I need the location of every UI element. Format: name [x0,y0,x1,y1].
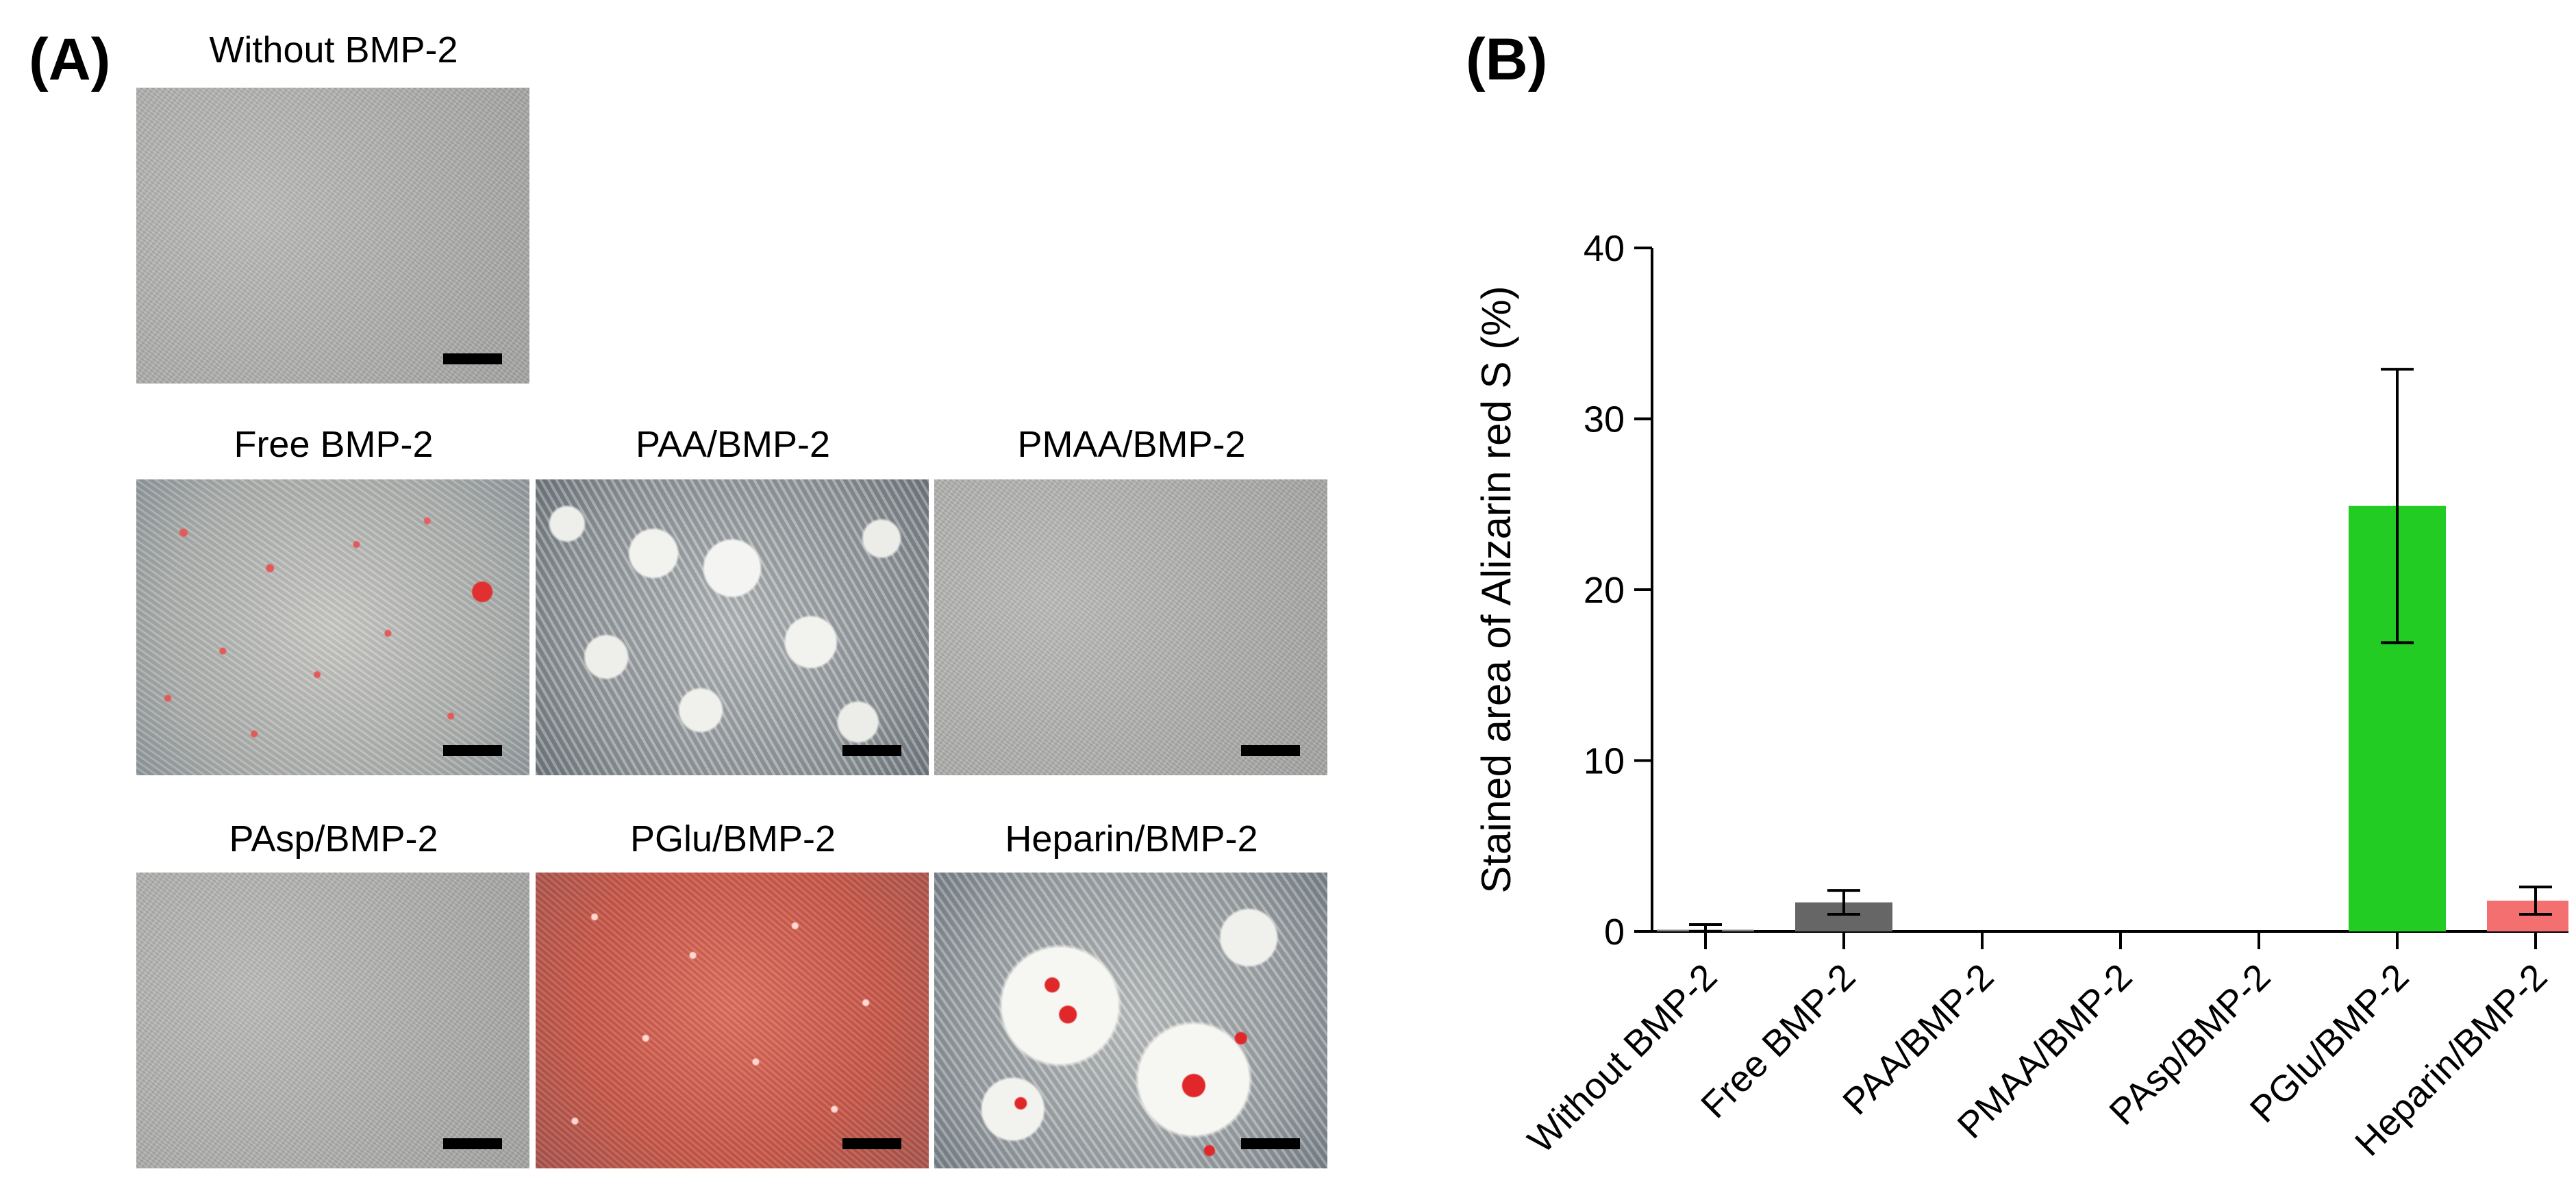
micrograph-title-pmaa-bmp2: PMAA/BMP-2 [1017,424,1246,465]
micrograph-title-without-bmp2: Without BMP-2 [209,29,458,71]
bar-6 [2487,901,2568,931]
micrograph-pasp-bmp2 [136,873,529,1168]
micrograph-title-pasp-bmp2: PAsp/BMP-2 [229,818,438,860]
micrograph-title-pglu-bmp2: PGlu/BMP-2 [629,818,836,860]
y-tick-label: 0 [1604,912,1625,953]
y-tick-label: 20 [1584,570,1625,611]
micrograph-title-free-bmp2: Free BMP-2 [234,424,434,465]
scale-bar [443,1138,502,1149]
scale-bar [842,1138,901,1149]
micrograph-title-paa-bmp2: PAA/BMP-2 [635,424,831,465]
panel-b-label: (B) [1466,27,1548,92]
x-tick-label: Without BMP-2 [1520,956,1725,1161]
scale-bar [842,745,901,756]
micrograph-pmaa-bmp2 [934,479,1327,775]
micrograph-heparin-bmp2 [934,873,1327,1168]
y-axis-label: Stained area of Alizarin red S (%) [1473,286,1519,893]
micrograph-pglu-bmp2 [536,873,929,1168]
y-tick-label: 10 [1584,741,1625,782]
scale-bar [443,353,502,364]
y-tick-label: 30 [1584,399,1625,440]
y-tick-label: 40 [1584,228,1625,269]
micrograph-title-heparin-bmp2: Heparin/BMP-2 [1005,818,1258,860]
scale-bar [1241,1138,1300,1149]
micrograph-without-bmp2 [136,88,529,384]
micrograph-free-bmp2 [136,479,529,775]
panel-a-label: (A) [29,27,111,92]
scale-bar [1241,745,1300,756]
scale-bar [443,745,502,756]
micrograph-paa-bmp2 [536,479,929,775]
bar-chart: 0 10 20 30 40 Stained area of Alizarin red S … [1473,228,2568,1164]
